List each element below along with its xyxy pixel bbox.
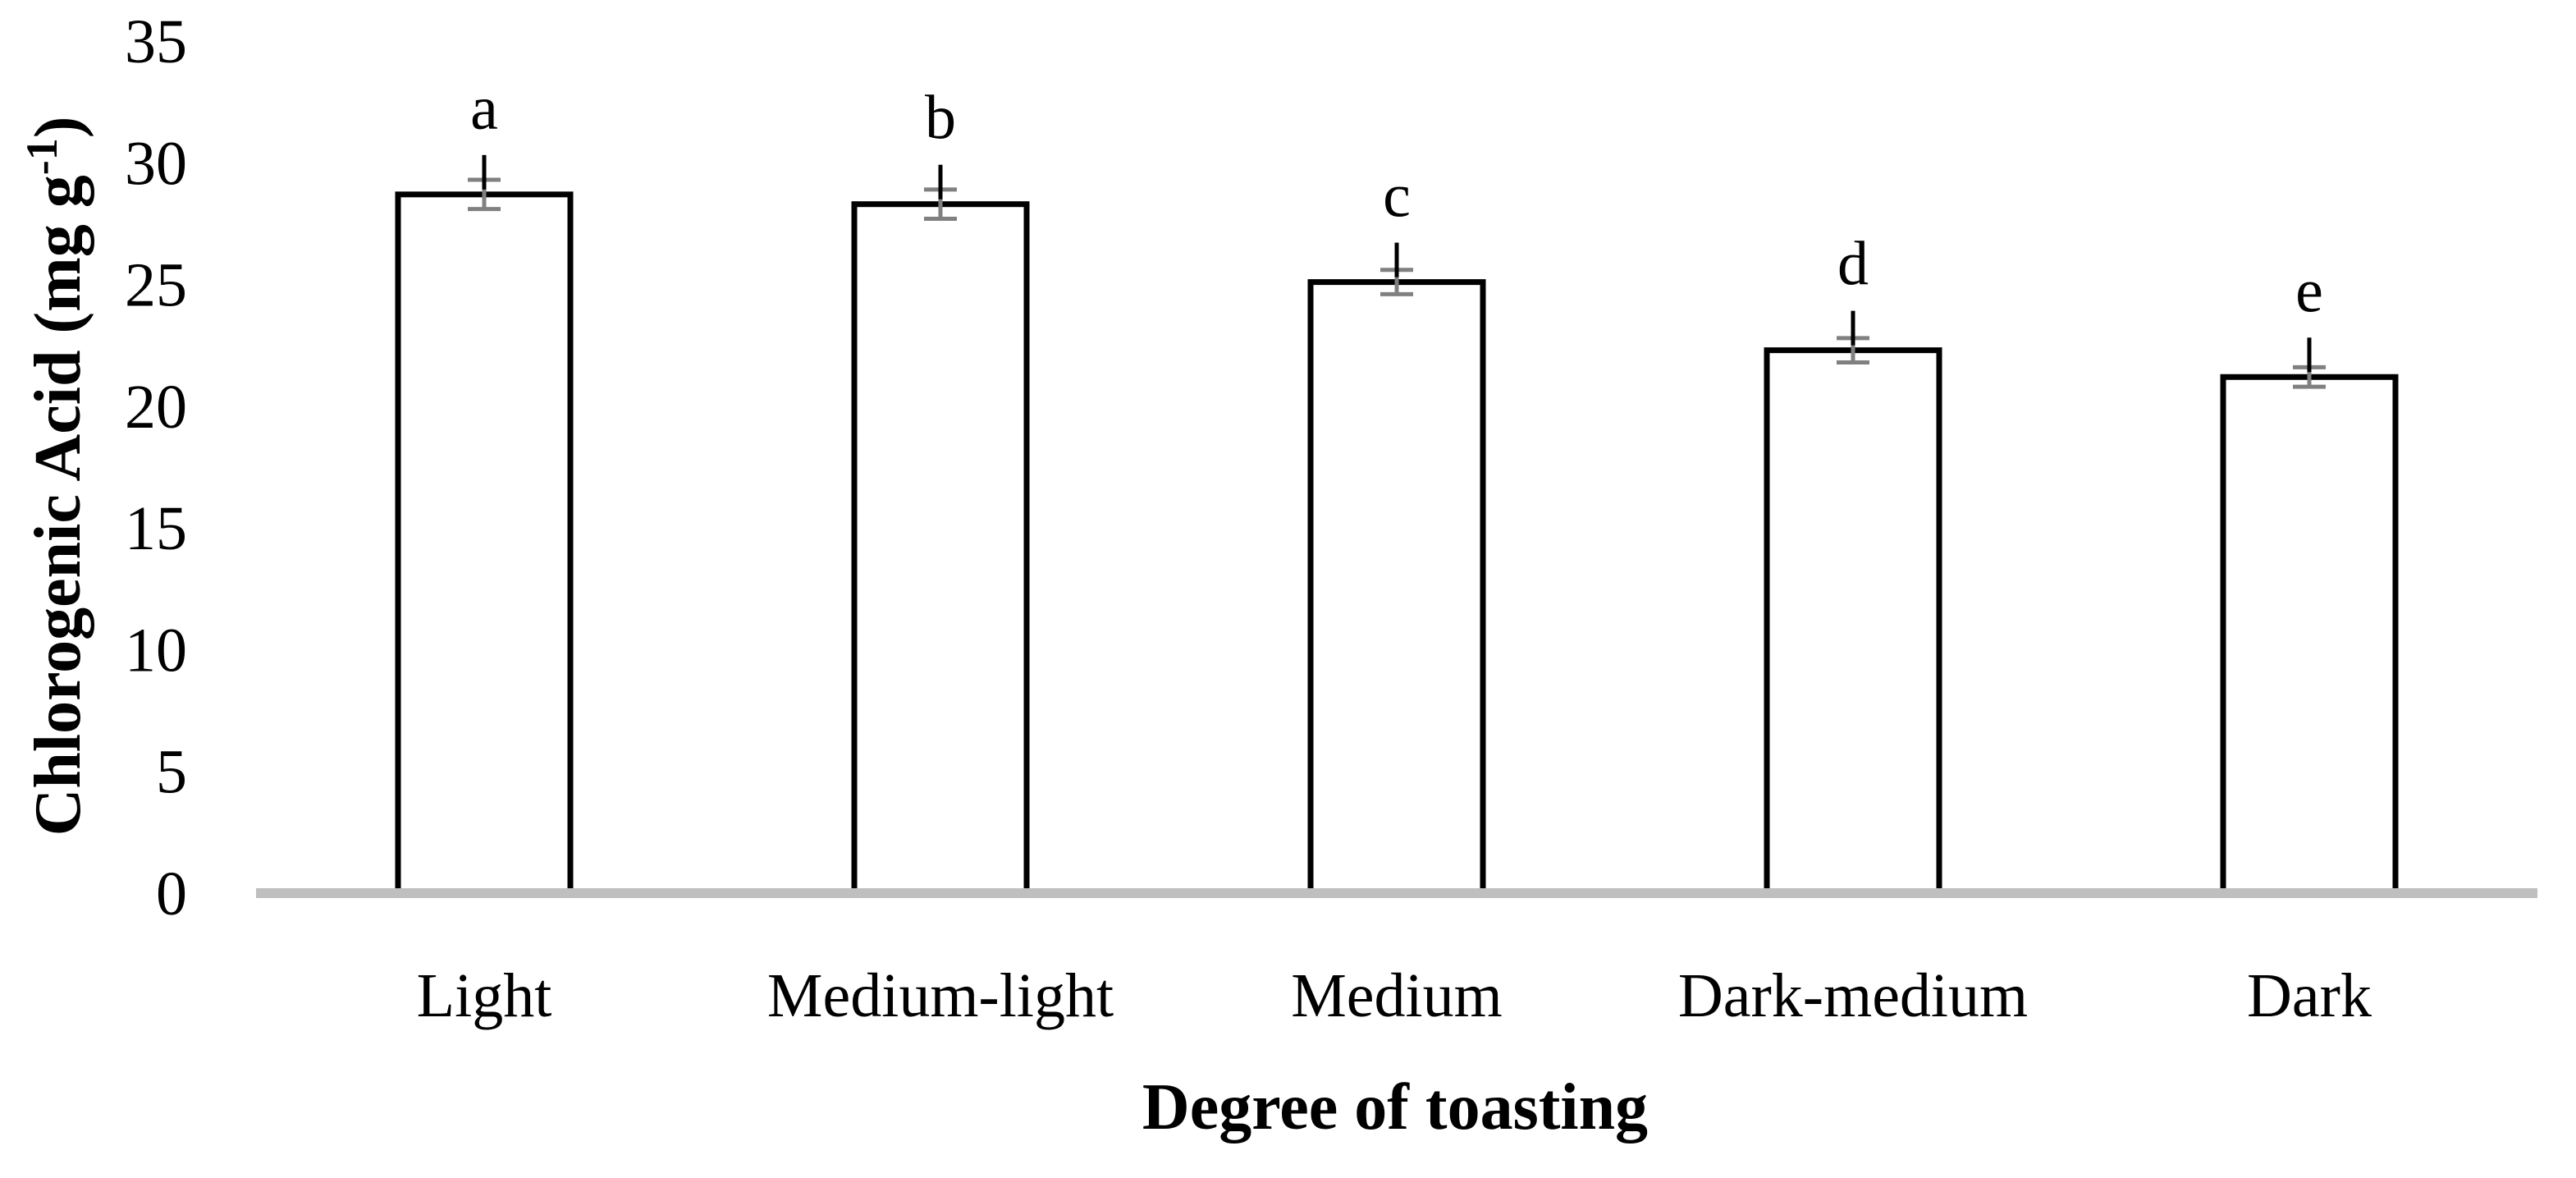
y-tick-label: 20 (125, 373, 187, 442)
significance-letter: a (470, 74, 498, 143)
significance-letter: c (1383, 162, 1411, 231)
x-tick-label: Dark-medium (1678, 961, 2028, 1030)
error-bar (1380, 242, 1413, 296)
x-tick-label: Light (417, 961, 552, 1030)
y-axis-title-close: ) (22, 117, 94, 139)
x-tick-label: Dark (2247, 961, 2372, 1030)
y-tick-label: 35 (125, 7, 187, 76)
error-bar (1837, 310, 1869, 364)
bar (395, 191, 574, 896)
y-axis-ticks: 0 5 10 15 20 25 30 35 (125, 7, 187, 928)
y-axis-title-superscript: -1 (17, 138, 66, 175)
bar (1764, 347, 1942, 896)
y-tick-label: 5 (156, 738, 187, 807)
x-axis-title: Degree of toasting (1142, 1071, 1648, 1144)
error-bars (468, 154, 2326, 389)
y-tick-label: 10 (125, 616, 187, 685)
y-tick-label: 30 (125, 129, 187, 198)
significance-letter: e (2295, 256, 2323, 325)
y-axis-title-main: Chlorogenic Acid (mg g (22, 175, 94, 836)
x-tick-label: Medium-light (767, 961, 1114, 1030)
y-tick-label: 25 (125, 251, 187, 320)
bar (2220, 374, 2399, 896)
y-axis-title: Chlorogenic Acid (mg g-1) (17, 117, 94, 837)
y-tick-label: 15 (125, 494, 187, 563)
significance-letter: d (1837, 230, 1869, 299)
y-tick-label: 0 (156, 859, 187, 928)
x-tick-label: Medium (1291, 961, 1503, 1030)
significance-letter: b (925, 84, 956, 153)
error-bar (924, 164, 957, 221)
error-bar (2293, 337, 2326, 389)
error-bar (468, 154, 501, 212)
x-axis-categories: Light Medium-light Medium Dark-medium Dark (417, 961, 2372, 1030)
significance-letters: a b c d e (470, 74, 2323, 325)
bar (1307, 279, 1486, 896)
bars (395, 191, 2399, 896)
bar (851, 201, 1030, 896)
